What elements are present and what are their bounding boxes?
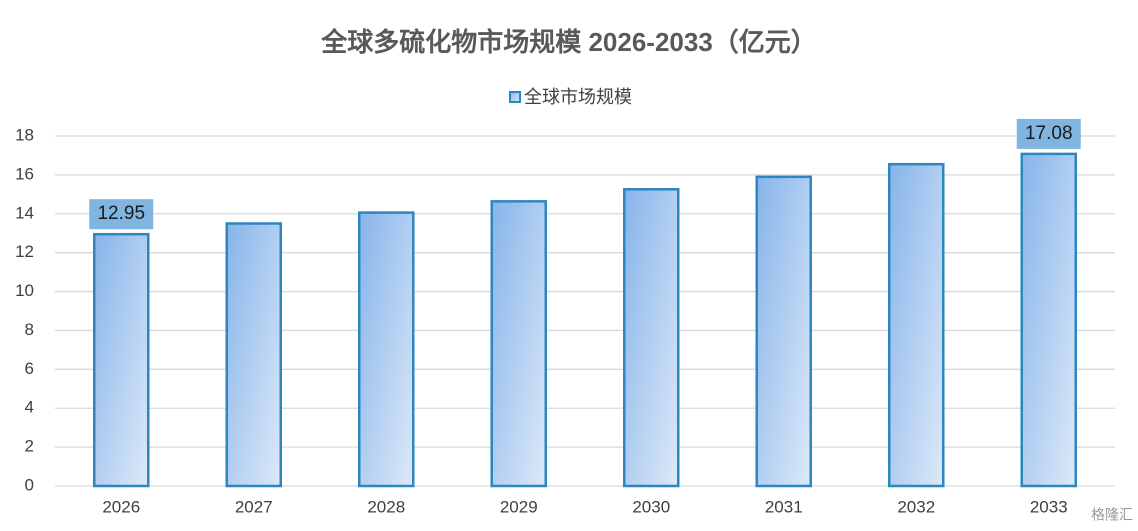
y-tick-label: 8 [25,320,34,339]
y-tick-label: 10 [15,281,34,300]
bar [1020,152,1077,488]
x-tick-label: 2029 [500,497,538,516]
x-tick-label: 2027 [235,497,273,516]
bar [358,211,415,488]
data-label: 17.08 [1025,123,1073,144]
bar [623,188,680,488]
y-tick-label: 2 [25,437,34,456]
x-tick-label: 2028 [367,497,405,516]
x-tick-label: 2033 [1030,497,1068,516]
data-label-box [89,199,154,230]
bar [755,175,812,488]
y-tick-label: 18 [15,125,34,144]
legend-label: 全球市场规模 [524,87,632,107]
watermark: 格隆汇 [1091,507,1133,523]
legend-swatch [509,91,521,103]
chart-title: 全球多硫化物市场规模 2026-2033（亿元） [320,27,817,57]
x-tick-label: 2026 [102,497,140,516]
x-tick-label: 2031 [765,497,803,516]
y-tick-label: 14 [15,203,34,222]
y-tick-label: 6 [25,359,34,378]
y-tick-label: 16 [15,164,34,183]
bar [490,200,547,488]
bar [888,162,945,488]
data-label-box [1016,118,1081,149]
y-tick-label: 4 [25,398,34,417]
bar [225,222,282,488]
data-label: 12.95 [97,203,145,224]
x-tick-label: 2030 [632,497,670,516]
y-tick-label: 0 [25,475,34,494]
y-tick-label: 12 [15,242,34,261]
x-tick-label: 2032 [897,497,935,516]
bar [93,232,150,488]
